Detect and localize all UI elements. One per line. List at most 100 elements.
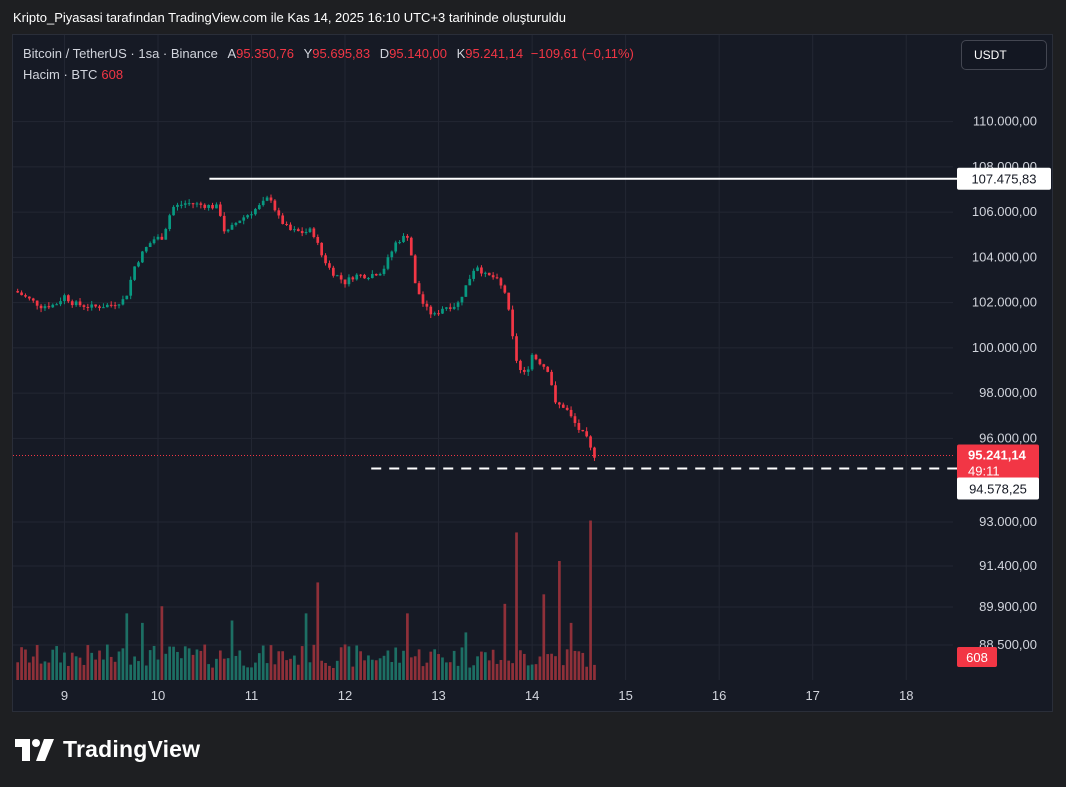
candle	[468, 278, 472, 286]
volume-bar	[168, 646, 172, 680]
volume-bar	[265, 663, 269, 680]
candle	[125, 295, 129, 300]
candle	[121, 299, 125, 305]
volume-bar	[31, 656, 35, 680]
candle	[250, 214, 253, 216]
volume-bar	[558, 561, 561, 680]
candle	[417, 283, 421, 295]
candle	[24, 295, 27, 297]
candle	[144, 246, 148, 252]
volume-bar	[448, 662, 452, 680]
candle	[281, 215, 285, 224]
candle	[394, 242, 398, 252]
date-tick-label: 15	[618, 688, 632, 703]
volume-bar	[468, 667, 472, 680]
volume-bar	[304, 613, 308, 680]
candle	[66, 295, 70, 302]
ohlc-legend: Bitcoin / TetherUS · 1sa · Binance A95.3…	[23, 46, 634, 61]
candle	[246, 215, 249, 218]
candle	[55, 304, 58, 306]
volume-bar	[394, 647, 398, 680]
current-price-label: 95.241,14	[968, 448, 1027, 463]
candle	[90, 304, 94, 308]
volume-bar	[191, 654, 195, 680]
volume-bar	[421, 666, 425, 680]
chart-caption: Kripto_Piyasasi tarafından TradingView.c…	[13, 10, 566, 25]
volume-bar	[452, 650, 456, 680]
volume-bar	[238, 650, 242, 680]
candle	[561, 404, 565, 408]
candle	[515, 336, 518, 361]
volume-bar	[199, 650, 203, 680]
candle	[59, 301, 62, 305]
volume-badge-label: 608	[966, 650, 988, 665]
volume-bar	[218, 650, 222, 680]
candle	[581, 429, 585, 432]
volume-bar	[593, 664, 596, 680]
candle	[577, 422, 581, 430]
volume-bar	[511, 663, 514, 680]
candle	[230, 224, 234, 230]
symbol-label: Bitcoin / TetherUS · 1sa · Binance	[23, 46, 218, 61]
tradingview-logo[interactable]: TradingView	[15, 736, 200, 763]
candle	[413, 255, 417, 284]
candle	[335, 275, 339, 277]
candle	[558, 402, 561, 405]
candle	[43, 306, 47, 309]
volume-bar	[293, 655, 296, 680]
candle	[94, 304, 97, 307]
date-tick-label: 16	[712, 688, 726, 703]
volume-bar	[289, 658, 292, 680]
volume-bar	[534, 664, 538, 680]
candle	[546, 366, 550, 372]
volume-bar	[441, 657, 444, 680]
candle	[20, 292, 23, 296]
candlestick-chart[interactable]: 110.000,00108.000,00106.000,00104.000,00…	[13, 35, 1053, 712]
date-tick-label: 13	[431, 688, 445, 703]
volume-bar	[351, 666, 355, 680]
candle	[238, 220, 242, 223]
candle	[164, 229, 168, 240]
volume-bar	[328, 665, 331, 680]
candle	[102, 307, 105, 309]
candle	[448, 307, 452, 309]
candle	[421, 294, 425, 304]
volume-bar	[347, 646, 351, 680]
price-tick-label: 110.000,00	[973, 114, 1037, 129]
price-tick-label: 89.900,00	[979, 599, 1037, 614]
date-tick-label: 12	[338, 688, 352, 703]
candle	[207, 204, 210, 208]
candle	[35, 300, 39, 306]
candle	[374, 274, 378, 276]
chart-panel[interactable]: 110.000,00 108.000,00 106.000,00 104.000,00…	[12, 34, 1053, 712]
candle	[378, 273, 382, 276]
volume-bar	[515, 532, 518, 680]
price-tick-label: 104.000,00	[972, 249, 1037, 264]
volume-bar	[573, 650, 577, 680]
volume-bar	[296, 664, 300, 680]
candle	[386, 257, 390, 269]
candle	[538, 359, 542, 365]
candle	[105, 304, 109, 308]
candle	[363, 274, 366, 279]
volume-bar	[308, 662, 312, 680]
volume-bar	[312, 644, 316, 680]
currency-button[interactable]: USDT	[961, 40, 1047, 70]
volume-bar	[152, 645, 156, 680]
candle	[331, 267, 335, 276]
candle	[573, 416, 577, 423]
volume-bar	[28, 662, 31, 680]
volume-bar	[409, 657, 413, 680]
volume-bar	[141, 622, 144, 680]
volume-bar	[355, 645, 359, 680]
candle	[589, 436, 592, 448]
candle	[47, 306, 51, 308]
candle	[265, 197, 269, 201]
volume-bar	[156, 659, 160, 680]
candle	[257, 205, 261, 210]
candle	[320, 242, 324, 256]
volume-bar	[148, 650, 152, 680]
candle	[51, 304, 55, 308]
volume-bar	[24, 649, 27, 680]
candle	[530, 354, 534, 370]
